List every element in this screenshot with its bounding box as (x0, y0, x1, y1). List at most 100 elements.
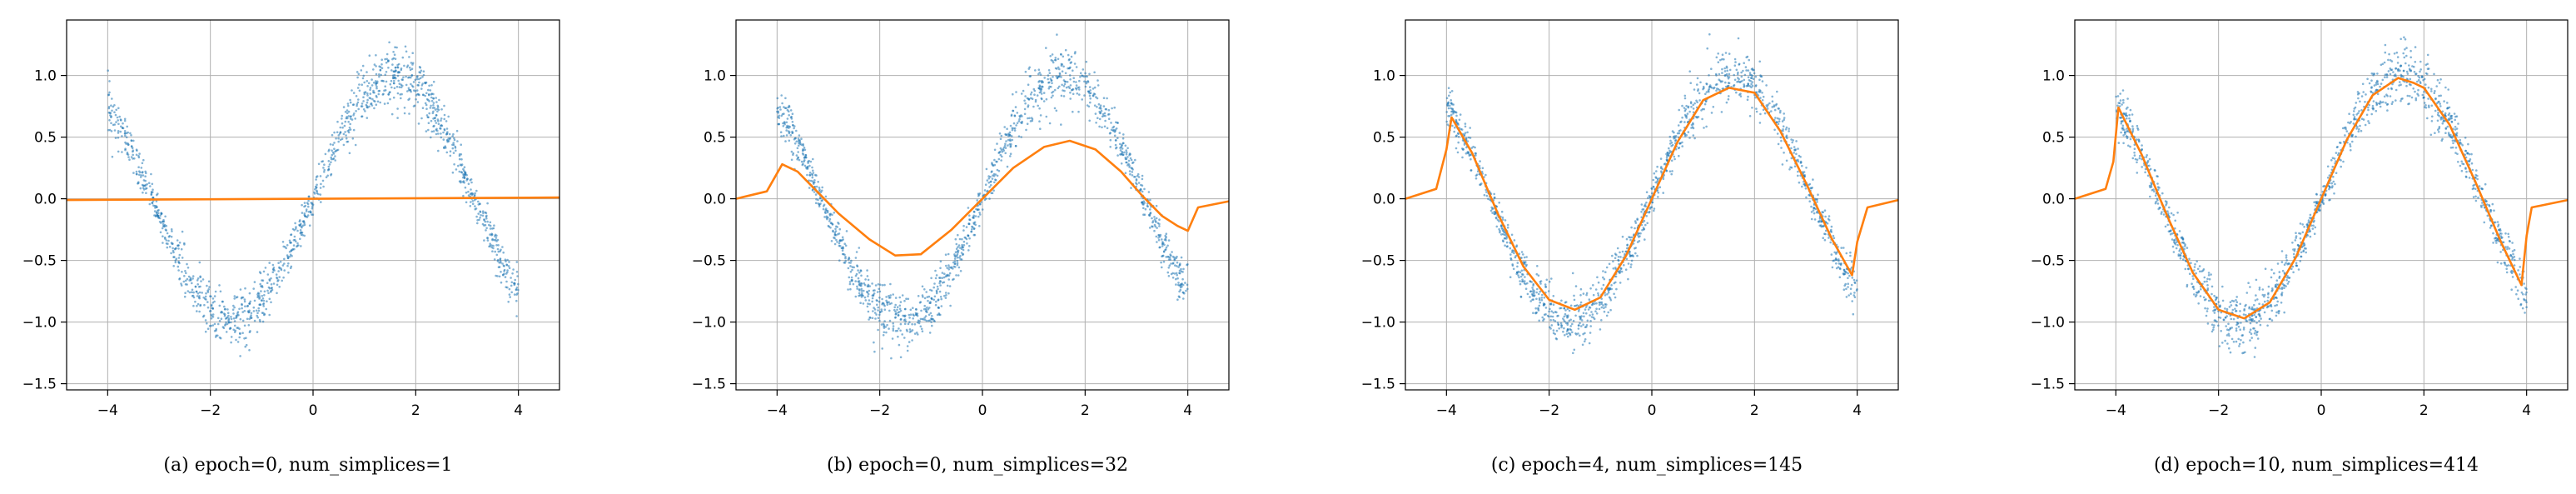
scatter-point (194, 300, 196, 303)
scatter-point (2235, 301, 2239, 304)
scatter-point (996, 168, 999, 172)
scatter-point (1153, 216, 1156, 218)
scatter-point (2525, 287, 2528, 291)
scatter-point (893, 306, 896, 309)
scatter-point (997, 152, 1000, 154)
scatter-point (1004, 142, 1007, 145)
scatter-point (808, 174, 812, 177)
scatter-point (989, 184, 992, 187)
scatter-point (1172, 262, 1175, 265)
scatter-point (117, 119, 119, 122)
scatter-point (266, 273, 270, 276)
scatter-point (1692, 107, 1695, 110)
scatter-point (1810, 205, 1813, 208)
scatter-point (157, 208, 160, 212)
scatter-point (1579, 301, 1583, 304)
scatter-point (432, 92, 435, 96)
scatter-point (177, 265, 180, 268)
scatter-point (866, 305, 869, 308)
scatter-point (2524, 299, 2528, 302)
scatter-point (239, 288, 242, 291)
scatter-point (437, 132, 440, 135)
scatter-point (1016, 112, 1019, 114)
scatter-point (422, 70, 425, 72)
scatter-point (961, 237, 963, 241)
scatter-point (1062, 95, 1066, 97)
scatter-point (795, 154, 798, 157)
scatter-point (2294, 248, 2296, 251)
scatter-point (184, 279, 187, 282)
scatter-point (1603, 277, 1606, 281)
scatter-point (313, 191, 316, 194)
scatter-point (2427, 86, 2430, 89)
scatter-point (272, 282, 276, 285)
scatter-point (874, 284, 878, 287)
scatter-point (516, 292, 519, 295)
scatter-point (1557, 323, 1560, 327)
scatter-point (1171, 277, 1175, 279)
scatter-point (1696, 83, 1698, 86)
scatter-point (384, 57, 386, 61)
scatter-point (250, 317, 253, 319)
scatter-point (1662, 192, 1664, 194)
scatter-point (271, 287, 273, 290)
scatter-point (490, 246, 493, 249)
scatter-point (1155, 221, 1157, 223)
scatter-point (1175, 277, 1177, 281)
scatter-point (108, 91, 111, 94)
scatter-point (1551, 315, 1554, 318)
scatter-point (1023, 107, 1027, 111)
scatter-point (152, 204, 155, 207)
scatter-point (375, 103, 378, 106)
scatter-point (923, 288, 926, 291)
scatter-point (1636, 233, 1639, 237)
scatter-point (107, 93, 110, 97)
scatter-point (938, 277, 941, 279)
scatter-point (502, 251, 505, 254)
scatter-point (188, 291, 191, 294)
scatter-point (108, 128, 112, 132)
scatter-point (1098, 110, 1101, 113)
scatter-point (2517, 297, 2519, 301)
scatter-point (2235, 327, 2238, 330)
scatter-point (1099, 104, 1102, 107)
scatter-point (406, 90, 409, 92)
scatter-point (1579, 322, 1581, 325)
scatter-point (2519, 257, 2521, 260)
scatter-point (2207, 274, 2210, 277)
scatter-point (213, 295, 216, 297)
scatter-point (811, 176, 814, 179)
scatter-point (385, 57, 389, 61)
scatter-point (1748, 58, 1750, 62)
scatter-point (1516, 262, 1519, 264)
scatter-point (270, 277, 272, 280)
scatter-point (183, 242, 186, 245)
scatter-point (1176, 255, 1178, 258)
scatter-point (1748, 72, 1752, 74)
scatter-point (1088, 94, 1092, 97)
scatter-point (384, 73, 387, 76)
scatter-point (2471, 168, 2474, 172)
scatter-point (847, 288, 849, 291)
scatter-point (402, 76, 405, 79)
scatter-point (2438, 94, 2440, 97)
scatter-point (243, 298, 246, 301)
scatter-point (489, 242, 491, 246)
scatter-point (236, 327, 239, 329)
scatter-point (1535, 297, 1538, 301)
scatter-point (310, 202, 313, 204)
scatter-point (858, 283, 861, 287)
scatter-point (1089, 101, 1092, 104)
scatter-point (1159, 246, 1161, 249)
scatter-point (812, 182, 815, 185)
scatter-point (2136, 161, 2138, 164)
scatter-point (860, 282, 863, 285)
scatter-point (798, 144, 800, 147)
scatter-point (211, 313, 215, 316)
scatter-point (1556, 315, 1559, 317)
scatter-point (513, 283, 516, 287)
scatter-point (1563, 315, 1566, 318)
scatter-point (343, 124, 346, 127)
scatter-point (1111, 129, 1115, 132)
scatter-point (1096, 97, 1099, 100)
